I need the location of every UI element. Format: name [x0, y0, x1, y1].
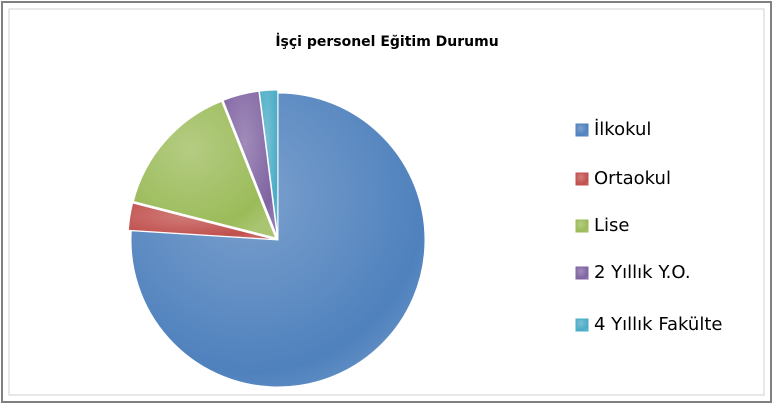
pie-slice [127, 202, 276, 241]
legend-swatch [575, 318, 589, 332]
legend-swatch [575, 172, 589, 186]
pie-slice [130, 92, 426, 388]
pie-slice [258, 89, 279, 238]
legend-label: 2 Yıllık Y.O. [594, 262, 691, 283]
legend-swatch [575, 266, 589, 280]
pie-slice [132, 100, 277, 239]
legend-label: Ortaokul [594, 168, 671, 189]
legend-label: İlkokul [594, 119, 651, 140]
legend-swatch [575, 123, 589, 137]
chart-title: İşçi personel Eğitim Durumu [275, 33, 498, 50]
legend-label: Lise [594, 215, 629, 236]
legend-label: 4 Yıllık Fakülte [594, 314, 722, 335]
legend-swatch [575, 219, 589, 233]
pie-slice [222, 90, 278, 238]
